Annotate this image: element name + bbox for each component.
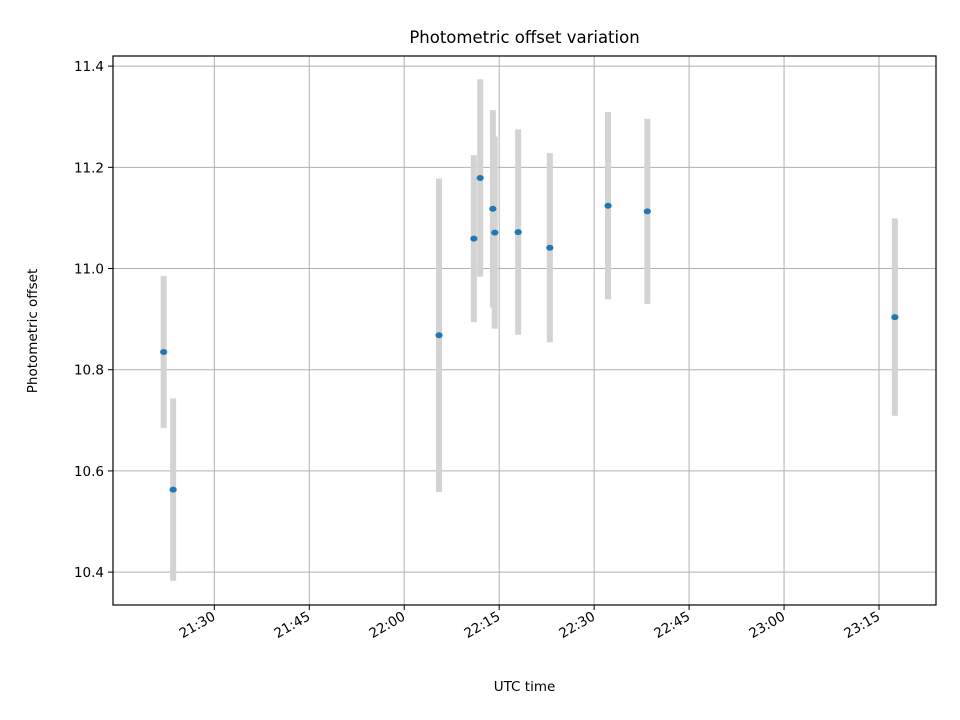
y-tick-label: 11.2 (74, 160, 104, 176)
data-point (491, 229, 499, 236)
point-layer (160, 174, 899, 493)
data-point (169, 486, 177, 493)
y-tick-label: 10.6 (74, 464, 104, 480)
y-tick-label: 11.4 (74, 59, 104, 75)
data-point (643, 208, 651, 215)
x-axis-label: UTC time (494, 679, 556, 695)
y-tick-label: 11.0 (74, 262, 104, 278)
data-point (435, 332, 443, 339)
plot-frame (112, 55, 937, 606)
data-point (891, 314, 899, 321)
data-point (489, 205, 497, 212)
y-tick-label: 10.4 (74, 565, 104, 581)
data-point (514, 229, 522, 236)
data-point (160, 349, 168, 356)
data-point (604, 202, 612, 209)
data-point (546, 244, 554, 251)
y-axis-label: Photometric offset (25, 269, 41, 393)
data-point (470, 235, 478, 242)
y-tick-label: 10.8 (74, 363, 104, 379)
grid-layer (113, 56, 936, 605)
data-point (476, 174, 484, 181)
chart-title: Photometric offset variation (409, 28, 639, 47)
